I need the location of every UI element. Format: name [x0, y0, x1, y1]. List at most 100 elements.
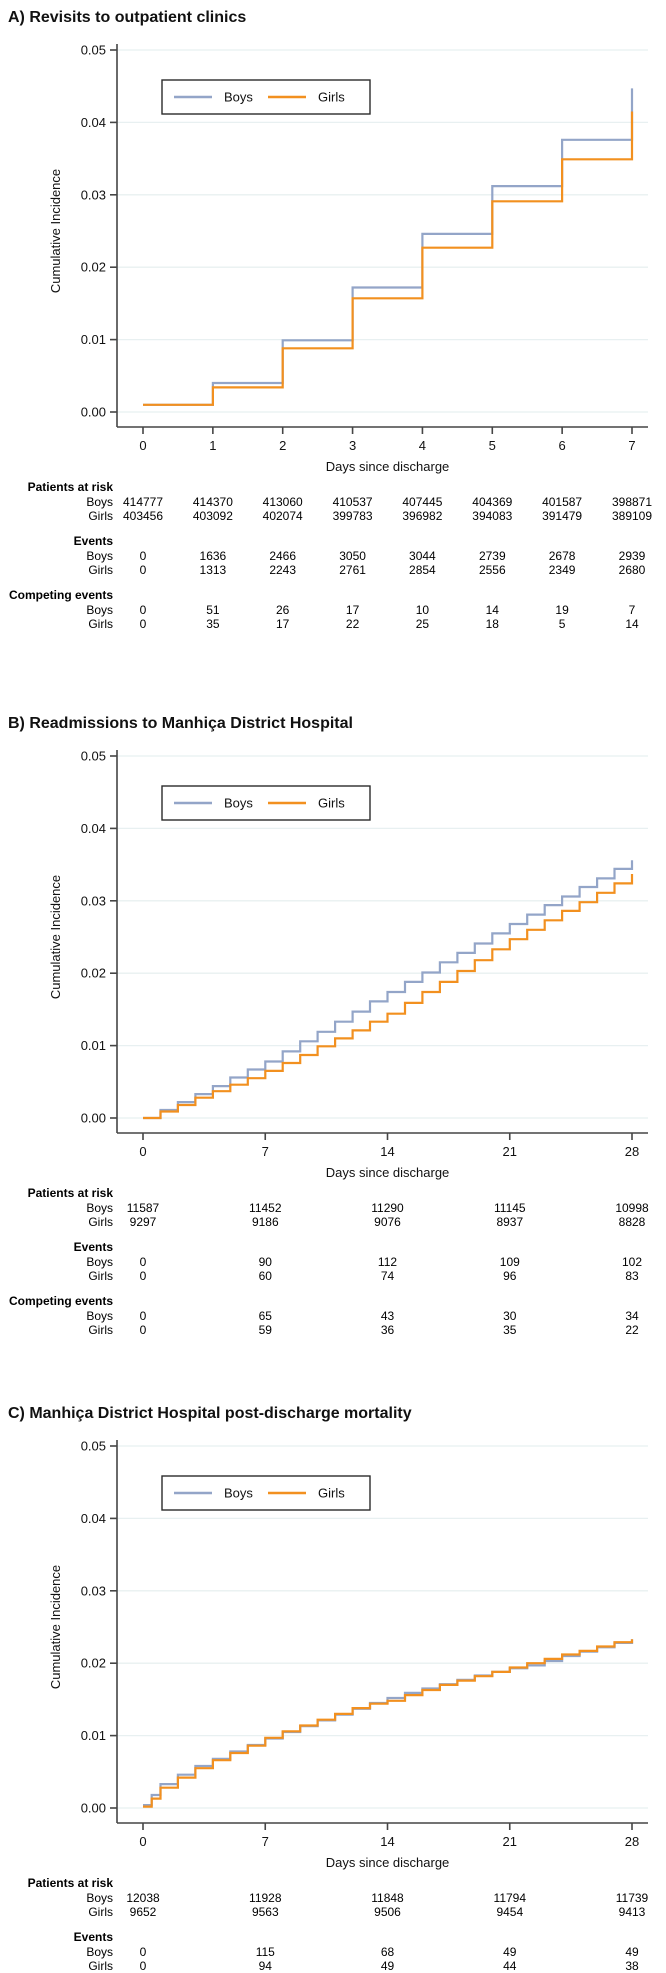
y-tick-label: 0.00 [81, 1801, 106, 1816]
series-line-boys [143, 88, 634, 406]
table-cell: 115 [255, 1945, 275, 1959]
y-tick-label: 0.01 [81, 332, 106, 347]
table-cell: 9454 [496, 1905, 524, 1919]
table-cell: 49 [380, 1959, 395, 1973]
table-row-label: Girls [88, 1269, 113, 1283]
table-cell: 19 [555, 603, 569, 617]
x-tick-label: 1 [209, 438, 216, 453]
table-section-label: Patients at risk [27, 480, 113, 494]
table-cell: 12038 [126, 1891, 160, 1905]
table-section-label: Competing events [8, 588, 113, 602]
cumulative-incidence-chart: 0.00 0.01 0.02 0.03 0.04 0.05 0 7 14 21 28 Days sin… [0, 736, 666, 1186]
table-cell: 403456 [122, 509, 164, 523]
y-tick-label: 0.02 [81, 260, 106, 275]
table-row: Girls 9297 9186 9076 8937 8828 [0, 1215, 666, 1229]
table-row: Girls 0 59 36 35 22 [0, 1323, 666, 1337]
table-cell: 90 [258, 1255, 272, 1269]
x-tick-label: 7 [262, 1834, 269, 1849]
table-cell: 22 [345, 617, 360, 631]
y-tick-label: 0.04 [81, 1511, 106, 1526]
y-tick-label: 0.00 [81, 1111, 106, 1126]
series-line-girls [143, 1639, 634, 1808]
table-row-label: Girls [88, 563, 113, 577]
table-section-header-row: Competing events [0, 588, 666, 603]
table-section-header-row: Patients at risk [0, 1186, 666, 1201]
risk-table-section: Events Boys 0 1636 2466 3050 3044 2739 2678 2939 G… [0, 534, 666, 577]
table-row-label: Girls [88, 509, 113, 523]
table-row-label: Boys [86, 603, 113, 617]
table-cell: 399783 [332, 509, 373, 523]
y-tick-label: 0.03 [81, 893, 106, 908]
table-cell: 2761 [339, 563, 366, 577]
table-cell: 11145 [494, 1201, 526, 1215]
risk-table: Patients at risk Boys 414777 414370 413060 41… [0, 480, 666, 631]
table-section-label: Events [73, 534, 113, 548]
table-row: Boys 0 1636 2466 3050 3044 2739 2678 2939 [0, 549, 666, 563]
table-cell: 2243 [269, 563, 297, 577]
table-row-label: Boys [86, 549, 113, 563]
y-tick-label: 0.03 [81, 1583, 106, 1598]
y-tick-label: 0.04 [81, 115, 106, 130]
table-cell: 398871 [611, 495, 653, 509]
x-tick-label: 4 [419, 438, 426, 453]
table-section-header-row: Events [0, 1240, 666, 1255]
panel-title: B) Readmissions to Manhiça District Hosp… [8, 715, 353, 732]
table-cell: 0 [139, 1309, 147, 1323]
table-cell: 94 [258, 1959, 272, 1973]
y-tick-label: 0.02 [81, 966, 106, 981]
table-cell: 10998 [615, 1201, 649, 1215]
table-cell: 2349 [548, 563, 576, 577]
table-cell: 9506 [374, 1905, 401, 1919]
x-tick-label: 28 [625, 1834, 639, 1849]
x-tick-label: 6 [559, 438, 566, 453]
table-cell: 11587 [126, 1201, 160, 1215]
table-cell: 414777 [122, 495, 164, 509]
table-cell: 403092 [192, 509, 233, 523]
table-cell: 0 [139, 1323, 147, 1337]
y-tick-label: 0.03 [81, 187, 106, 202]
table-row-label: Girls [88, 1959, 113, 1973]
risk-table: Patients at risk Boys 12038 11928 11848 11794… [0, 1876, 666, 1973]
panel-title: C) Manhiça District Hospital post-discha… [8, 1405, 412, 1422]
y-axis-title: Cumulative Incidence [48, 169, 63, 293]
table-cell: 17 [276, 617, 290, 631]
x-axis-title: Days since discharge [326, 459, 450, 474]
table-row-label: Boys [86, 1255, 113, 1269]
risk-table-section: Patients at risk Boys 11587 11452 11290 11145… [0, 1186, 666, 1229]
table-cell: 402074 [262, 509, 303, 523]
table-cell: 0 [139, 603, 147, 617]
table-cell: 11290 [371, 1201, 404, 1215]
table-cell: 35 [503, 1323, 517, 1337]
table-row-label: Girls [88, 1215, 113, 1229]
y-tick-label: 0.01 [81, 1728, 106, 1743]
table-cell: 2466 [269, 549, 297, 563]
table-cell: 44 [503, 1959, 517, 1973]
table-cell: 49 [625, 1945, 639, 1959]
table-section-header-row: Events [0, 534, 666, 549]
panel-readmissions: B) Readmissions to Manhiça District Hosp… [0, 642, 666, 1337]
legend-label-girls: Girls [318, 90, 345, 105]
table-cell: 396982 [402, 509, 443, 523]
risk-table-section: Competing events Boys 0 51 26 17 10 14 19 7 Girls 0… [0, 588, 666, 631]
y-tick-label: 0.04 [81, 821, 106, 836]
table-cell: 9297 [129, 1215, 157, 1229]
legend-label-girls: Girls [318, 796, 345, 811]
table-cell: 0 [139, 617, 147, 631]
table-cell: 2854 [409, 563, 436, 577]
table-cell: 9563 [251, 1905, 279, 1919]
x-tick-label: 21 [503, 1834, 517, 1849]
x-tick-label: 0 [139, 1144, 146, 1159]
table-row: Girls 0 94 49 44 38 [0, 1959, 666, 1973]
panel-mortality: C) Manhiça District Hospital post-discha… [0, 1348, 666, 1973]
table-cell: 407445 [402, 495, 443, 509]
risk-table: Patients at risk Boys 11587 11452 11290 11145… [0, 1186, 666, 1337]
table-cell: 394083 [472, 509, 513, 523]
table-cell: 0 [139, 1255, 147, 1269]
x-tick-label: 28 [625, 1144, 639, 1159]
series-line-girls [143, 874, 634, 1120]
table-cell: 404369 [472, 495, 513, 509]
table-row: Girls 0 1313 2243 2761 2854 2556 2349 2680 [0, 563, 666, 577]
table-section-label: Events [73, 1240, 113, 1254]
table-cell: 1636 [199, 549, 227, 563]
table-cell: 391479 [542, 509, 583, 523]
